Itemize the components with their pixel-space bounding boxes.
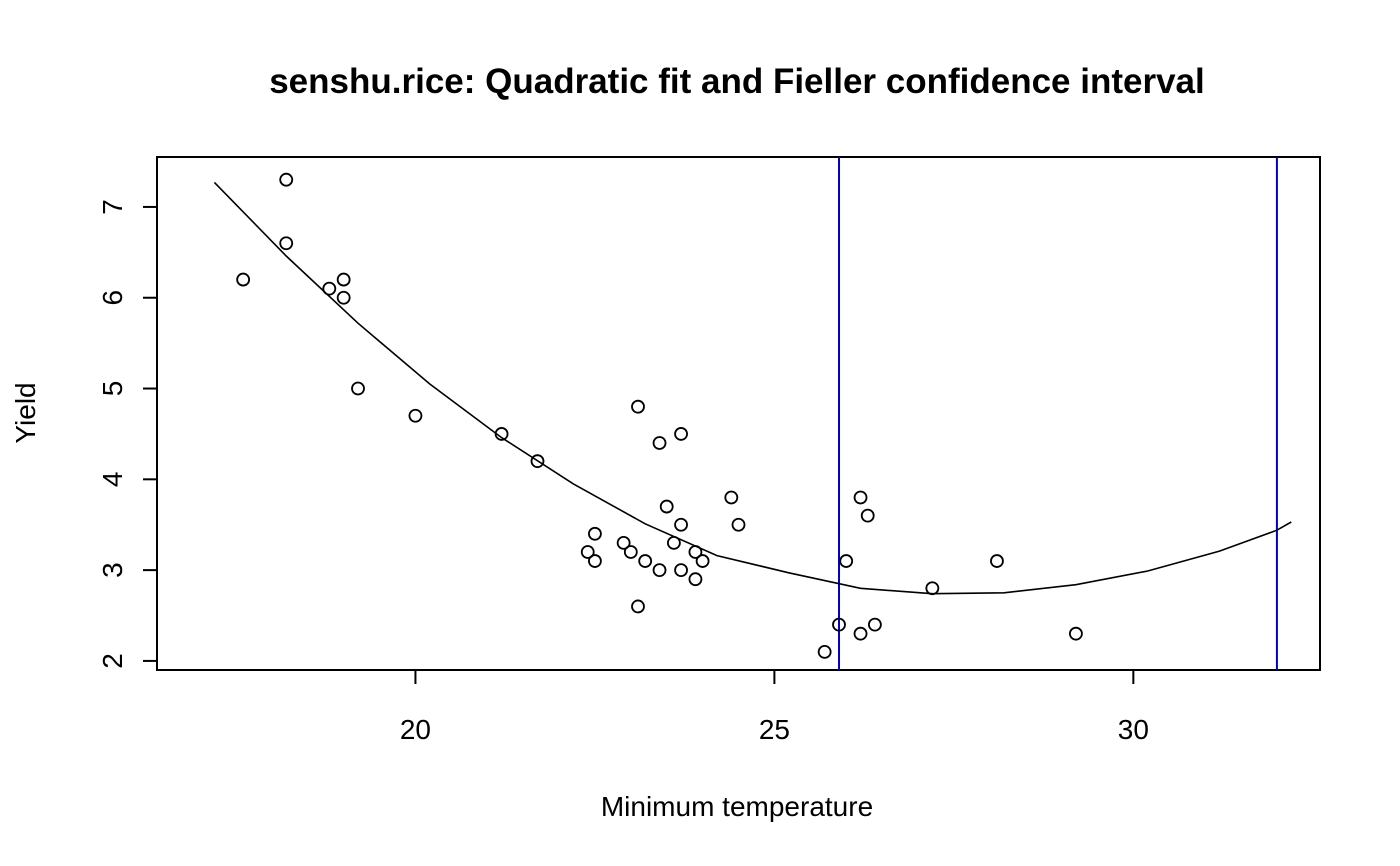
data-point <box>868 617 882 632</box>
data-point <box>1069 626 1083 641</box>
y-tick-label: 2 <box>97 653 128 669</box>
data-point <box>616 535 631 550</box>
x-axis-label: Minimum temperature <box>601 791 873 822</box>
data-point <box>588 554 602 568</box>
y-axis: 2 3 4 5 6 7 <box>97 199 158 669</box>
data-point <box>925 581 940 596</box>
y-tick-label: 4 <box>97 472 128 488</box>
x-tick-label: 20 <box>400 714 431 745</box>
y-tick-label: 7 <box>97 199 128 215</box>
data-point <box>623 545 638 559</box>
quadratic-fit-line <box>213 181 1292 595</box>
y-tick-label: 3 <box>97 562 128 578</box>
data-point <box>336 290 351 305</box>
data-point <box>990 554 1004 568</box>
data-point <box>638 554 653 568</box>
data-point <box>666 535 681 550</box>
plot-area <box>213 157 1292 670</box>
data-point <box>652 436 667 450</box>
data-point <box>724 490 739 505</box>
data-point <box>832 617 846 632</box>
data-point <box>688 545 703 559</box>
data-point <box>351 381 365 396</box>
data-point <box>817 644 832 659</box>
data-point <box>695 554 710 568</box>
data-point <box>731 517 746 532</box>
data-point <box>853 626 868 641</box>
y-tick-label: 5 <box>97 381 128 397</box>
x-tick-label: 30 <box>1118 714 1149 745</box>
chart-title: senshu.rice: Quadratic fit and Fieller c… <box>269 62 1205 101</box>
data-point <box>336 272 351 287</box>
plot-frame <box>156 156 1321 671</box>
data-point <box>279 172 294 187</box>
data-point <box>674 563 688 578</box>
x-axis: 20 25 30 <box>400 669 1149 745</box>
data-point <box>580 545 595 559</box>
data-point <box>631 599 645 614</box>
data-point <box>494 427 509 441</box>
y-tick-label: 6 <box>97 290 128 306</box>
data-point <box>236 272 251 287</box>
data-point <box>674 427 688 441</box>
data-point <box>659 499 674 514</box>
data-point <box>839 554 854 568</box>
data-point <box>860 508 875 523</box>
data-point <box>279 236 294 251</box>
data-point <box>408 408 423 423</box>
data-point <box>631 399 645 414</box>
data-point <box>530 454 545 469</box>
x-tick-label: 25 <box>759 714 790 745</box>
data-point <box>853 490 868 505</box>
data-point <box>652 563 667 578</box>
data-point <box>322 281 337 296</box>
y-axis-label: Yield <box>10 382 41 443</box>
data-point <box>674 517 688 532</box>
data-point <box>688 572 703 587</box>
data-point <box>588 526 602 541</box>
